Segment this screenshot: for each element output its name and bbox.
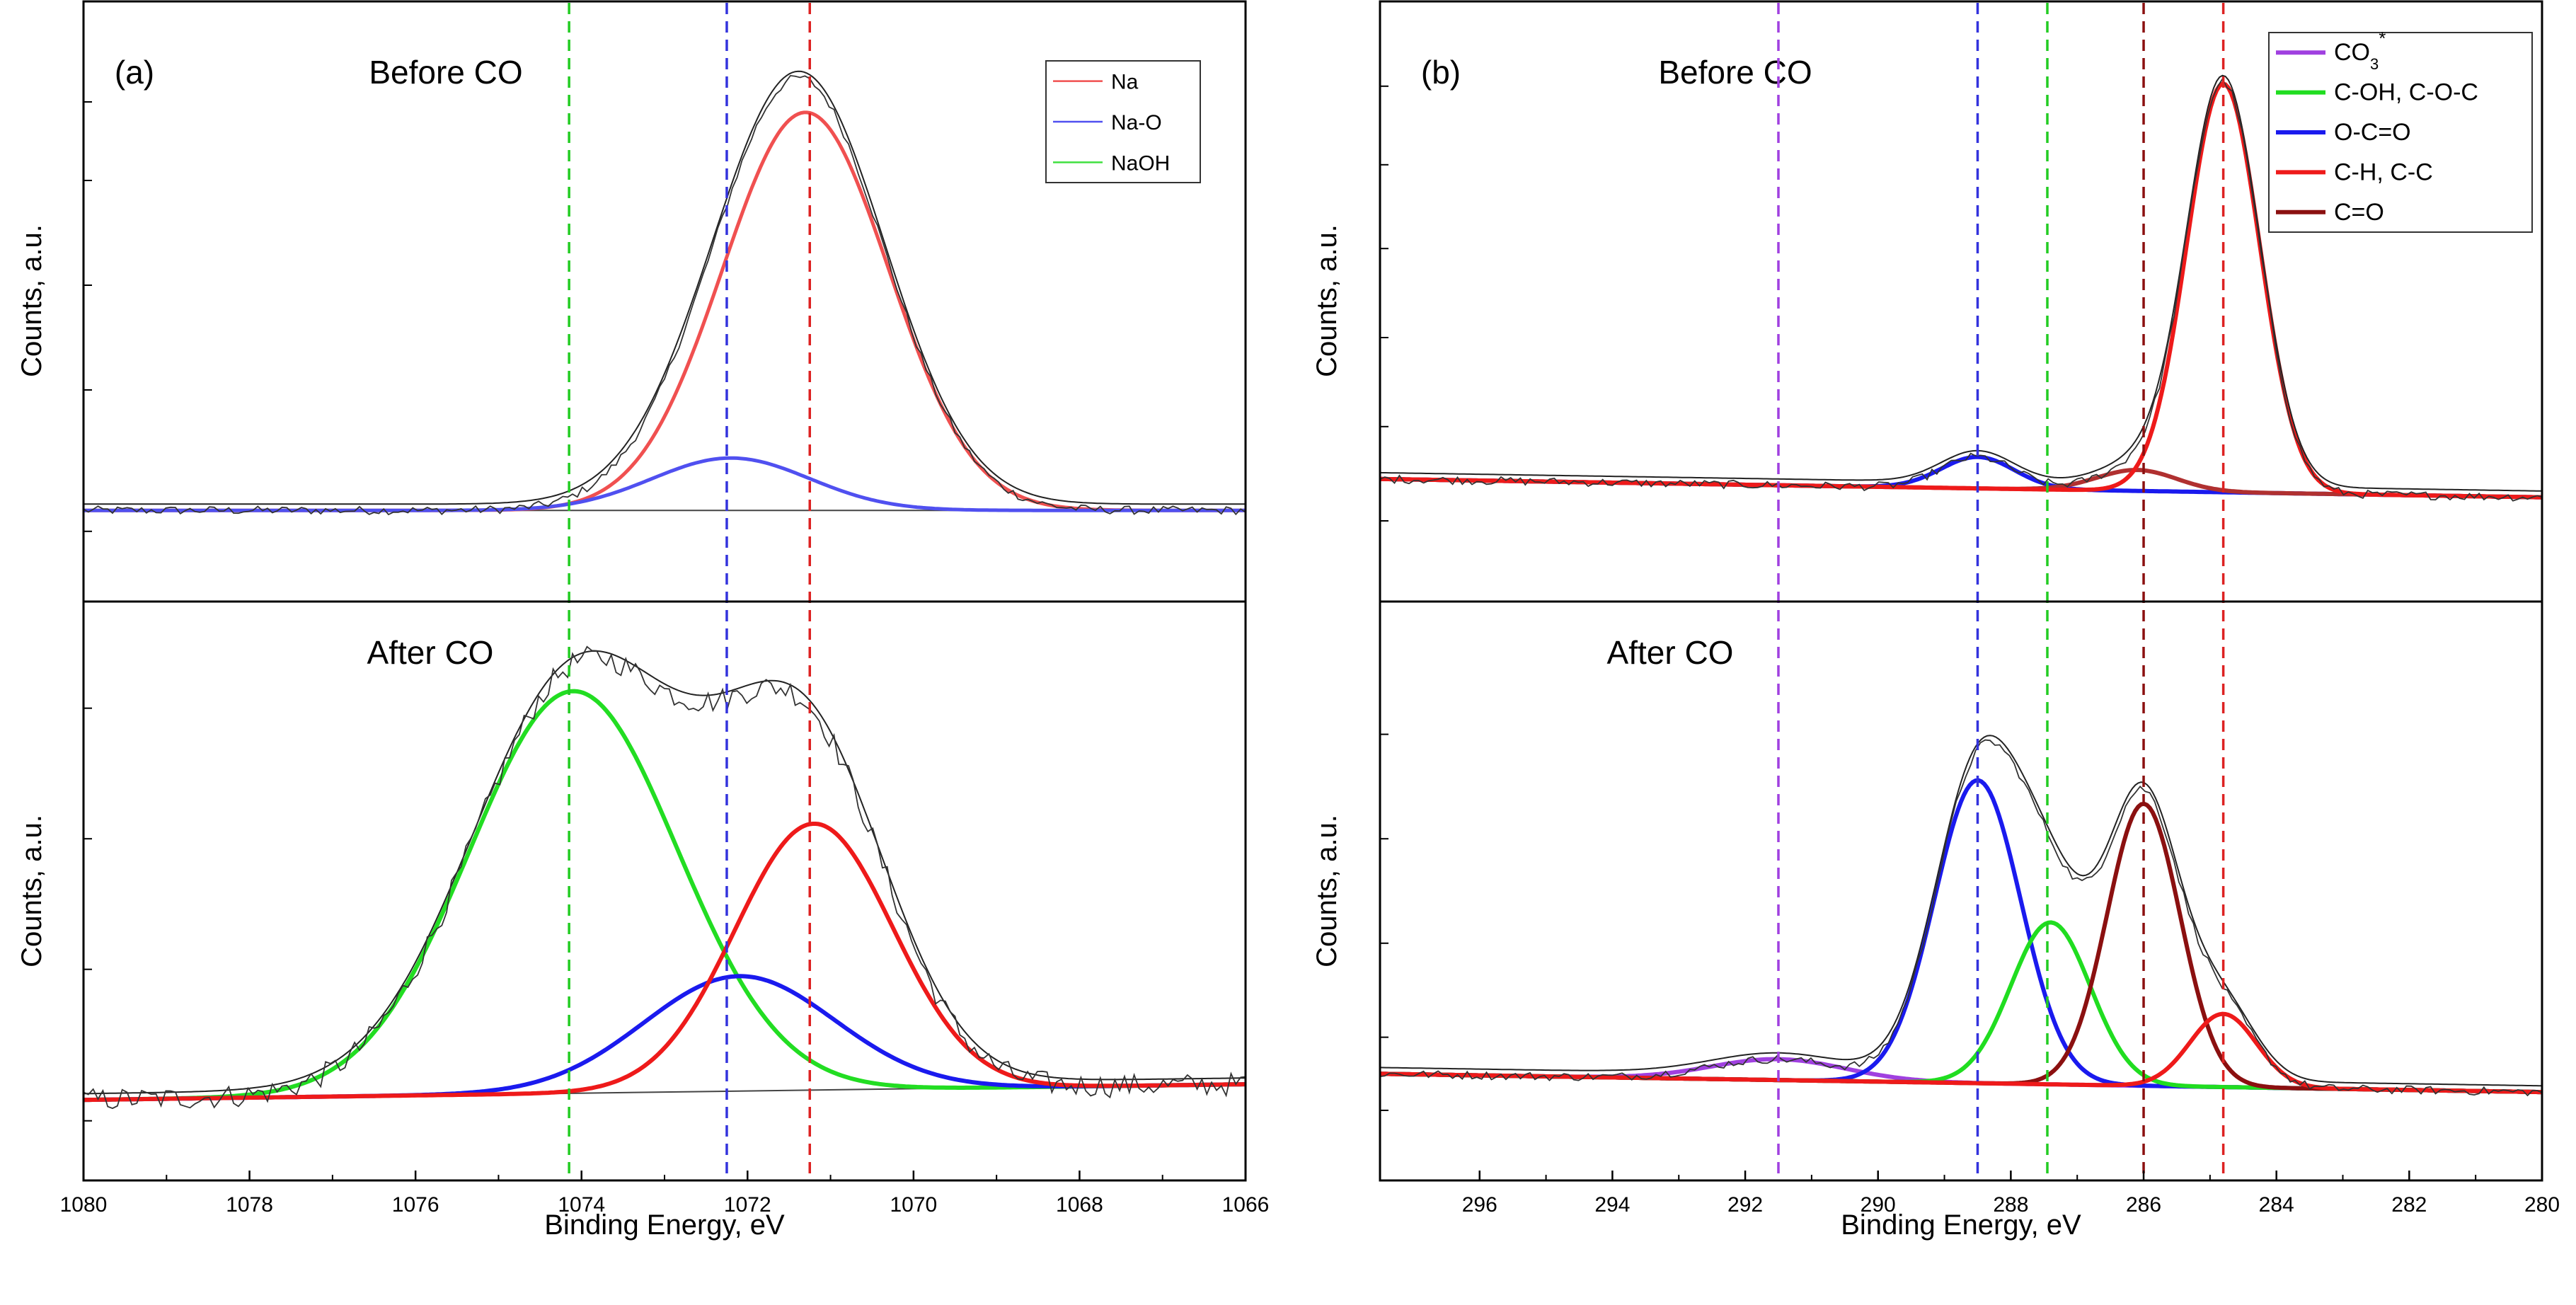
legend-label: C-H, C-C <box>2334 159 2433 185</box>
x-tick-label: 280 <box>2524 1193 2560 1217</box>
panel-b: Before CO Counts, a.u. After CO Counts, a.u… <box>1311 0 2560 1241</box>
x-tick-label: 1066 <box>1222 1193 1270 1217</box>
component-curve-c-h-c-c <box>1379 1011 2542 1095</box>
x-tick-label: 1068 <box>1056 1193 1103 1217</box>
legend: Na Na-O NaOH <box>1045 60 1201 183</box>
y-axis-label: Counts, a.u. <box>1311 815 1342 967</box>
subplot-title: After CO <box>367 634 494 671</box>
raw-data-line <box>83 645 1246 1110</box>
x-tick-label: 296 <box>1462 1193 1497 1217</box>
subplot-before: Before CO Counts, a.u. <box>1311 54 2543 522</box>
envelope-fit-line <box>1379 74 2542 492</box>
component-curve-c-h-c-c <box>1379 81 2543 500</box>
raw-data-line <box>1379 77 2543 502</box>
subplot-after: After CO Counts, a.u. <box>16 634 1246 1122</box>
subplot-title: Before CO <box>1658 54 1812 91</box>
subplot-title: Before CO <box>369 54 522 91</box>
raw-data-line <box>83 74 1246 516</box>
legend-label: C-OH, C-O-C <box>2334 79 2478 106</box>
envelope-fit-line <box>84 70 1246 505</box>
y-axis-label: Counts, a.u. <box>16 224 47 377</box>
x-tick-label: 1074 <box>558 1193 605 1217</box>
raw-data-line <box>1379 739 2543 1097</box>
x-tick-label: 1076 <box>392 1193 439 1217</box>
legend-label: O-C=O <box>2334 119 2411 146</box>
x-tick-label: 282 <box>2391 1193 2427 1217</box>
legend-label: NaOH <box>1111 151 1170 175</box>
panel-a: Before CO Counts, a.u. After CO Counts, a.u… <box>16 0 1270 1241</box>
x-tick-label: 290 <box>1861 1193 1896 1217</box>
legend-label: CO3* <box>2334 28 2386 73</box>
x-tick-label: 1080 <box>60 1193 108 1217</box>
plot-frame <box>1379 0 2543 1182</box>
x-tick-label: 286 <box>2126 1193 2161 1217</box>
envelope-fit-line <box>84 650 1246 1095</box>
x-axis-label: Binding Energy, eV <box>1841 1209 2081 1241</box>
x-tick-label: 294 <box>1594 1193 1630 1217</box>
panel-label: (b) <box>1421 54 1461 91</box>
x-tick-label: 1072 <box>724 1193 771 1217</box>
subplot-before: Before CO Counts, a.u. <box>16 54 1246 532</box>
x-tick-label: 288 <box>1993 1193 2028 1217</box>
x-axis-label: Binding Energy, eV <box>544 1209 785 1241</box>
x-tick-label: 284 <box>2259 1193 2294 1217</box>
legend-label: Na <box>1111 71 1139 94</box>
component-curve-na <box>83 822 1246 1103</box>
x-tick-label: 1070 <box>890 1193 937 1217</box>
x-tick-label: 1078 <box>226 1193 273 1217</box>
x-tick-label: 292 <box>1727 1193 1763 1217</box>
legend-label: Na-O <box>1111 111 1162 134</box>
panel-label: (a) <box>115 54 154 91</box>
y-axis-label: Counts, a.u. <box>1311 224 1342 377</box>
envelope-fit-line <box>1379 735 2543 1087</box>
subplot-after: After CO Counts, a.u. <box>1311 634 2543 1111</box>
y-axis-label: Counts, a.u. <box>16 815 47 967</box>
legend: CO3* C-OH, C-O-C O-C=O C-H, C-C C=O <box>2268 28 2533 233</box>
legend-label: C=O <box>2334 199 2384 226</box>
subplot-title: After CO <box>1607 634 1734 671</box>
